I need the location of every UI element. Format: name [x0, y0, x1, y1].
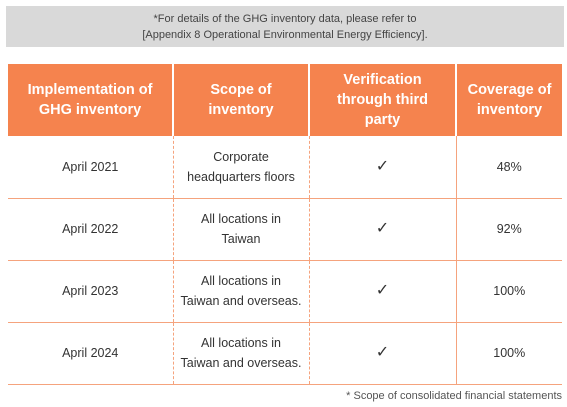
implementation-date: April 2022 [8, 198, 173, 261]
inventory-scope: All locations in Taiwan [172, 198, 309, 261]
verification-cell: ✓ [308, 260, 456, 323]
verification-cell: ✓ [308, 198, 456, 261]
ghg-inventory-table: Implementation of GHG inventory Scope of… [8, 64, 562, 385]
footnote: * Scope of consolidated financial statem… [346, 390, 562, 402]
inventory-scope-line-1: All locations in [201, 274, 281, 288]
check-icon: ✓ [375, 282, 390, 299]
check-icon: ✓ [375, 220, 390, 237]
coverage-value: 100% [455, 322, 562, 385]
header-coverage-line-1: Coverage of [467, 82, 552, 98]
inventory-scope-line-1: All locations in [201, 212, 281, 226]
inventory-scope-line-2: Taiwan [221, 232, 261, 246]
inventory-scope: Corporate headquarters floors [172, 136, 309, 199]
table-row: April 2024 All locations in Taiwan and o… [8, 322, 562, 385]
header-scope-line-1: Scope of [210, 82, 272, 98]
implementation-date: April 2023 [8, 260, 173, 323]
header-scope: Scope of inventory [172, 64, 309, 136]
header-verification-line-3: party [364, 112, 401, 128]
reference-note-line-2: [Appendix 8 Operational Environmental En… [142, 29, 428, 41]
header-verification: Verification through third party [308, 64, 456, 136]
table-row: April 2023 All locations in Taiwan and o… [8, 260, 562, 323]
header-row: Implementation of GHG inventory Scope of… [8, 64, 562, 136]
header-verification-line-1: Verification [343, 72, 422, 88]
coverage-value: 92% [455, 198, 562, 261]
implementation-date: April 2024 [8, 322, 173, 385]
table-row: April 2021 Corporate headquarters floors… [8, 136, 562, 199]
check-icon: ✓ [375, 157, 390, 175]
header-scope-line-2: inventory [208, 102, 274, 118]
inventory-scope-line-1: All locations in [201, 336, 281, 350]
inventory-scope-line-2: Taiwan and overseas. [180, 356, 302, 370]
inventory-scope-line-2: headquarters floors [187, 169, 295, 184]
implementation-date: April 2021 [8, 136, 173, 199]
header-coverage: Coverage of inventory [455, 64, 562, 136]
verification-cell: ✓ [308, 136, 456, 199]
inventory-scope-line-1: Corporate [213, 149, 269, 164]
reference-note: *For details of the GHG inventory data, … [6, 6, 564, 47]
inventory-scope: All locations in Taiwan and overseas. [172, 322, 309, 385]
header-implementation-line-2: GHG inventory [38, 102, 142, 118]
inventory-scope-line-2: Taiwan and overseas. [180, 294, 302, 308]
header-implementation-line-1: Implementation of [27, 82, 153, 98]
header-coverage-line-2: inventory [476, 102, 543, 118]
verification-cell: ✓ [308, 322, 456, 385]
reference-note-line-1: *For details of the GHG inventory data, … [153, 13, 417, 25]
inventory-scope: All locations in Taiwan and overseas. [172, 260, 309, 323]
coverage-value: 48% [455, 136, 562, 199]
coverage-value: 100% [455, 260, 562, 323]
header-implementation: Implementation of GHG inventory [8, 64, 173, 136]
check-icon: ✓ [375, 344, 390, 361]
header-verification-line-2: through third [336, 92, 428, 108]
table-row: April 2022 All locations in Taiwan ✓ 92% [8, 198, 562, 261]
